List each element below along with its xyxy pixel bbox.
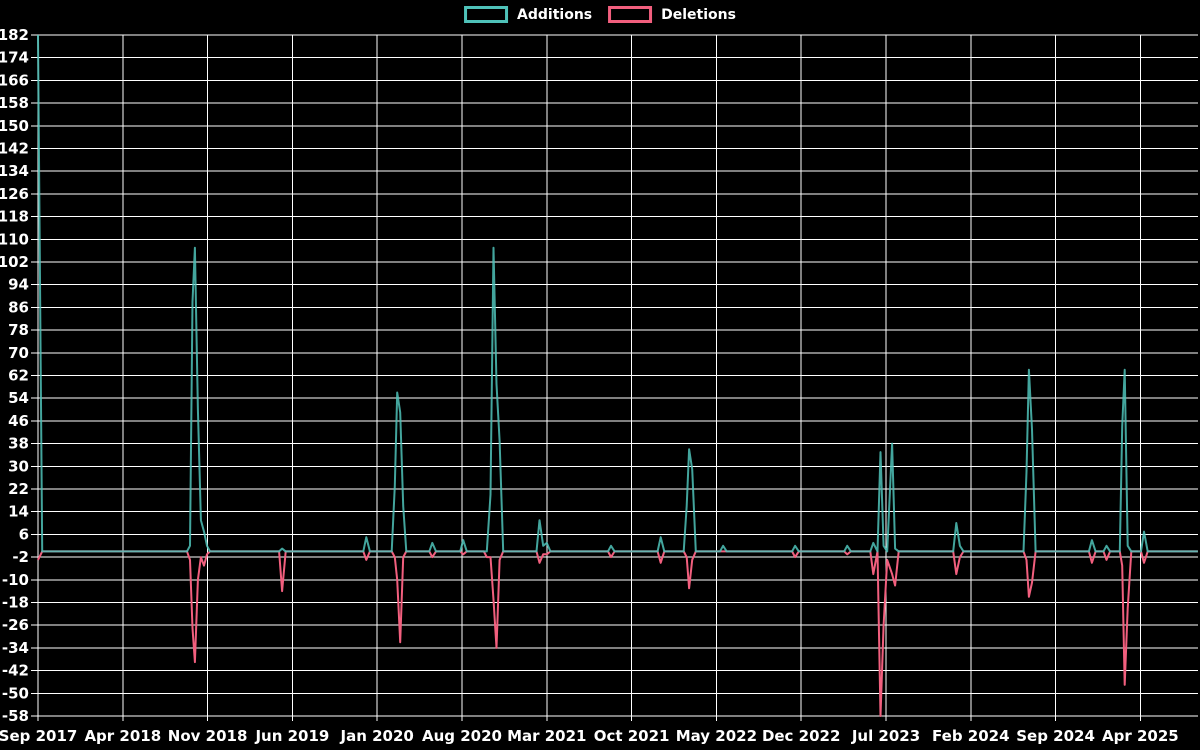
- deletions-line: [37, 550, 1198, 717]
- y-tick-label: -10: [2, 571, 29, 589]
- x-tick-label: Mar 2021: [507, 727, 586, 745]
- y-tick-label: -42: [2, 662, 29, 680]
- x-tick-label: Sep 2024: [1016, 727, 1095, 745]
- x-tick-label: Apr 2018: [84, 727, 161, 745]
- y-tick-label: 38: [8, 435, 29, 453]
- axis-labels: -58-50-42-34-26-18-10-261422303846546270…: [0, 26, 1179, 745]
- y-tick-label: 46: [8, 412, 29, 430]
- x-tick-label: Oct 2021: [594, 727, 670, 745]
- y-tick-label: 142: [0, 140, 29, 158]
- y-tick-label: 174: [0, 49, 29, 67]
- x-tick-label: Jan 2020: [340, 727, 414, 745]
- x-tick-label: Apr 2025: [1102, 727, 1179, 745]
- deletions-swatch-icon: [608, 6, 653, 23]
- deletions-legend-label: Deletions: [661, 6, 736, 23]
- y-tick-label: -26: [2, 616, 29, 634]
- y-tick-label: 182: [0, 26, 29, 44]
- y-tick-label: 70: [8, 344, 29, 362]
- x-tick-label: May 2022: [676, 727, 757, 745]
- y-tick-label: -50: [2, 684, 29, 702]
- y-tick-label: 86: [8, 298, 29, 316]
- y-tick-label: -34: [2, 639, 29, 657]
- y-tick-label: 22: [8, 480, 29, 498]
- y-tick-label: 62: [8, 367, 29, 385]
- y-tick-label: 30: [8, 457, 29, 475]
- y-tick-label: 158: [0, 94, 29, 112]
- additions-swatch-icon: [464, 6, 509, 23]
- y-tick-label: 110: [0, 230, 29, 248]
- y-tick-label: 14: [8, 503, 29, 521]
- gridlines: [31, 34, 1198, 721]
- y-tick-label: 126: [0, 185, 29, 203]
- additions-legend-label: Additions: [517, 6, 593, 23]
- y-tick-label: 102: [0, 253, 29, 271]
- y-tick-label: 94: [8, 276, 29, 294]
- y-tick-label: 118: [0, 208, 29, 226]
- y-tick-label: 166: [0, 71, 29, 89]
- y-tick-label: 78: [8, 321, 29, 339]
- additions-line: [37, 34, 1198, 553]
- y-tick-label: 150: [0, 117, 29, 135]
- x-tick-label: Jul 2023: [851, 727, 920, 745]
- x-tick-label: Jun 2019: [254, 727, 329, 745]
- y-tick-label: -58: [2, 707, 29, 725]
- y-tick-label: -18: [2, 594, 29, 612]
- legend-item-deletions: Deletions: [608, 6, 736, 23]
- chart-legend: Additions Deletions: [464, 6, 736, 23]
- x-tick-label: Feb 2024: [932, 727, 1010, 745]
- y-tick-label: 54: [8, 389, 29, 407]
- x-tick-label: Sep 2017: [0, 727, 77, 745]
- y-tick-label: -2: [12, 548, 29, 566]
- legend-item-additions: Additions: [464, 6, 592, 23]
- x-tick-label: Nov 2018: [168, 727, 248, 745]
- x-tick-label: Dec 2022: [762, 727, 841, 745]
- y-tick-label: 134: [0, 162, 29, 180]
- y-tick-label: 6: [19, 525, 29, 543]
- x-tick-label: Aug 2020: [422, 727, 502, 745]
